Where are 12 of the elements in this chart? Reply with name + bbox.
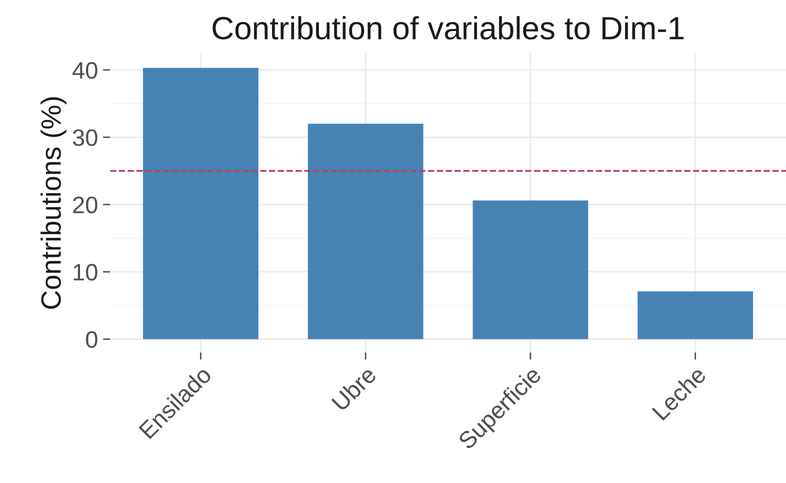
y-tick-label: 20 [73, 196, 98, 214]
chart-title: Contribution of variables to Dim-1 [212, 16, 684, 40]
y-tick-label: 40 [72, 62, 98, 79]
y-axis-title: Contributions (%) [40, 97, 66, 309]
y-tick-label: 30 [72, 129, 98, 146]
bar [143, 68, 258, 340]
bar [638, 291, 754, 340]
x-tick-label: Ubre [330, 365, 378, 412]
y-tick-label: 10 [74, 264, 98, 281]
y-tick-label: 0 [86, 331, 98, 348]
bar [472, 200, 588, 340]
bar [308, 124, 424, 340]
